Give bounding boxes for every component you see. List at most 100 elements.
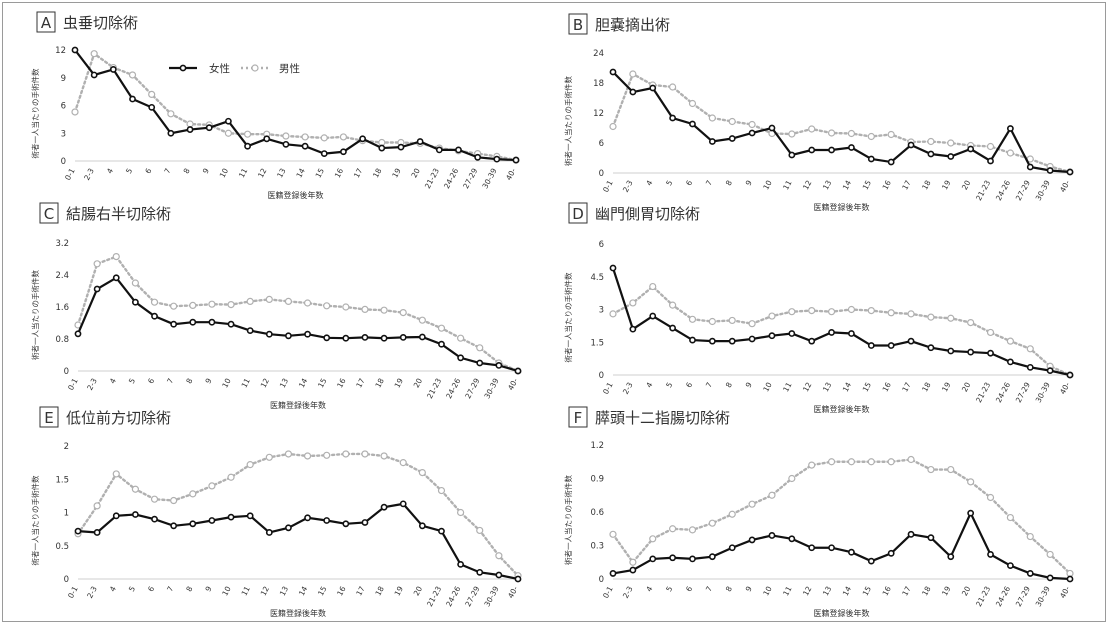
x-tick-label: 13 — [821, 179, 834, 192]
x-tick-label: 13 — [275, 167, 288, 180]
data-point-female — [435, 146, 443, 154]
y-tick-label: 12 — [593, 109, 604, 119]
x-tick-label: 30-39 — [480, 167, 498, 191]
data-point-female — [748, 129, 756, 137]
data-point-female — [74, 527, 82, 535]
data-point-male — [323, 302, 331, 310]
data-point-female — [418, 333, 426, 341]
data-point-female — [748, 536, 756, 544]
data-point-female — [788, 151, 796, 159]
data-point-male — [947, 139, 955, 147]
x-tick-label: 10 — [220, 585, 233, 598]
data-point-female — [848, 330, 855, 337]
x-tick-label: 5 — [664, 381, 674, 390]
data-point-female — [1026, 570, 1034, 577]
data-point-male — [167, 110, 175, 118]
x-tick-label: 30-39 — [1034, 585, 1052, 609]
x-tick-label: 12 — [801, 585, 814, 598]
x-tick-label: 7 — [704, 179, 714, 188]
data-point-male — [867, 306, 875, 315]
data-point-male — [629, 70, 637, 78]
y-tick-label: 6 — [599, 240, 604, 250]
data-point-male — [847, 458, 856, 466]
data-point-female — [907, 141, 915, 149]
data-point-female — [649, 312, 657, 320]
data-point-male — [131, 279, 139, 287]
data-point-male — [927, 313, 935, 321]
y-tick-label: 0 — [64, 367, 69, 377]
x-tick-label: 19 — [940, 179, 953, 192]
data-point-male — [418, 316, 426, 324]
x-tick-label: 20 — [409, 167, 422, 180]
legend-label-female: 女性 — [209, 62, 230, 75]
x-tick-label: 17 — [900, 179, 913, 192]
panel-letter: E — [44, 409, 53, 427]
x-tick-label: 6 — [146, 585, 156, 594]
x-tick-label: 4 — [108, 585, 118, 594]
series-line-male — [76, 452, 520, 577]
data-point-female — [987, 157, 994, 165]
x-tick-label: 17 — [354, 585, 367, 598]
data-point-female — [887, 342, 895, 349]
series-line-female — [611, 510, 1072, 581]
data-point-female — [186, 126, 194, 133]
x-tick-label: 15 — [316, 585, 329, 598]
data-point-male — [227, 301, 235, 309]
data-point-female — [848, 548, 855, 556]
x-tick-label: 20 — [960, 585, 973, 598]
x-axis-title: 医籍登録後年数 — [814, 404, 870, 414]
data-point-male — [208, 482, 216, 490]
x-tick-label: 13 — [821, 585, 834, 598]
x-tick-label: 17 — [900, 585, 913, 598]
x-tick-label: 27-29 — [463, 377, 481, 401]
data-point-male — [847, 129, 856, 138]
data-point-male — [339, 133, 348, 141]
x-axis-title: 医籍登録後年数 — [270, 608, 326, 618]
data-point-male — [227, 473, 235, 481]
x-tick-label: 19 — [393, 585, 406, 598]
y-tick-label: 6 — [61, 102, 66, 112]
y-tick-label: 0 — [599, 371, 604, 381]
data-point-male — [609, 530, 617, 538]
data-point-female — [887, 158, 895, 166]
x-tick-label: 2-3 — [85, 585, 99, 600]
data-point-male — [476, 526, 484, 535]
data-point-male — [246, 461, 254, 469]
data-point-female — [474, 153, 482, 161]
data-point-female — [1006, 562, 1014, 569]
data-point-male — [361, 450, 369, 458]
x-tick-label: 4 — [108, 377, 118, 386]
data-point-female — [208, 318, 216, 326]
y-tick-label: 0 — [61, 157, 66, 167]
x-tick-label: 6 — [143, 167, 153, 176]
x-tick-label: 13 — [278, 585, 291, 598]
data-point-female — [340, 148, 347, 156]
data-point-female — [609, 264, 617, 272]
series-line-male — [611, 72, 1072, 174]
y-tick-label: 2 — [64, 442, 69, 452]
x-tick-label: 21-23 — [425, 377, 443, 401]
y-tick-label: 2.4 — [55, 271, 69, 281]
x-tick-label: 40- — [506, 376, 520, 391]
data-point-female — [907, 530, 915, 538]
x-tick-label: 13 — [278, 377, 291, 390]
data-point-female — [1066, 168, 1074, 176]
x-tick-label: 18 — [373, 377, 386, 390]
data-point-female — [1026, 363, 1034, 371]
y-tick-label: 0 — [64, 575, 69, 585]
data-point-female — [129, 95, 136, 103]
data-point-female — [285, 524, 292, 532]
legend-marker-male — [251, 64, 259, 72]
data-point-male — [688, 99, 697, 108]
legend-label-male: 男性 — [279, 62, 300, 75]
data-point-female — [359, 135, 367, 143]
x-tick-label: 7 — [165, 377, 175, 386]
chart-panel-F: F 膵頭十二指腸切除術 0 0.3 0.6 0.9 1.2 0-1 2-3 4 5 6 7 8 9 10 11 1… — [563, 406, 1074, 618]
data-point-male — [907, 310, 915, 318]
data-point-male — [303, 452, 312, 460]
data-point-male — [399, 309, 407, 317]
chart-panel-B: B 胆嚢摘出術 0 6 12 18 24 0-1 2-3 4 5 6 7 8 9 10 11 12 13 14 15 16… — [563, 13, 1074, 212]
data-point-female — [947, 153, 955, 160]
x-tick-label: 30-39 — [482, 585, 500, 609]
data-point-female — [208, 517, 216, 524]
